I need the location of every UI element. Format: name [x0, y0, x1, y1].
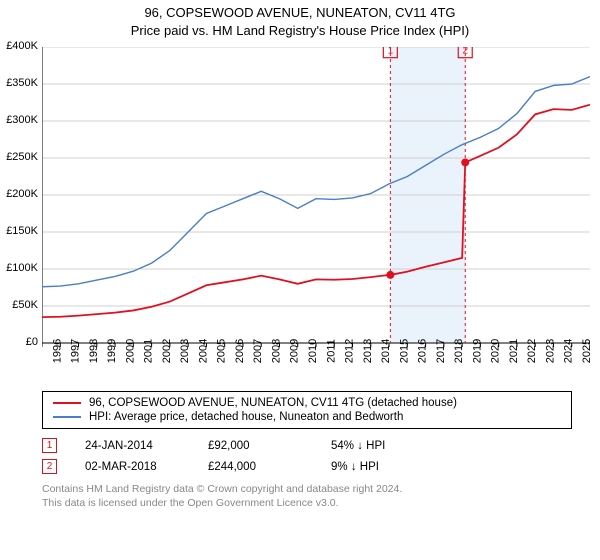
x-tick-label: 2003 [179, 339, 191, 363]
x-tick-label: 2000 [124, 339, 136, 363]
series-property [42, 105, 590, 317]
x-tick-label: 2009 [289, 339, 301, 363]
annotation-price: £92,000 [208, 440, 303, 452]
y-tick-label: £300K [6, 114, 38, 126]
x-tick-label: 2015 [398, 339, 410, 363]
transaction-annotations: 1 24-JAN-2014 £92,000 54% ↓ HPI 2 02-MAR-2018… [42, 435, 572, 477]
annotation-date: 02-MAR-2018 [85, 461, 180, 473]
chart-svg: 1995 1996 1997 1998 1999 2000 2001 2002 2003 2004… [42, 47, 590, 377]
x-tick-label: 2020 [490, 339, 502, 363]
y-tick-label: £200K [6, 188, 38, 200]
transaction-marker-num: 1 [388, 47, 394, 57]
x-tick-label: 2001 [143, 339, 155, 363]
x-tick-label: 2010 [307, 339, 319, 363]
x-tick-label: 2021 [508, 339, 520, 363]
legend-swatch [53, 416, 81, 418]
footer-line-1: Contains HM Land Registry data © Crown c… [42, 483, 572, 497]
annotation-row: 1 24-JAN-2014 £92,000 54% ↓ HPI [42, 435, 572, 456]
y-tick-label: £100K [6, 262, 38, 274]
x-tick-label: 1995 [42, 339, 45, 363]
x-tick-label: 2008 [270, 339, 282, 363]
x-tick-label: 2006 [234, 339, 246, 363]
x-tick-label: 2025 [581, 339, 590, 363]
annotation-row: 2 02-MAR-2018 £244,000 9% ↓ HPI [42, 456, 572, 477]
transaction-dot [386, 271, 394, 279]
x-tick-label: 2017 [435, 339, 447, 363]
x-tick-label: 1999 [106, 339, 118, 363]
x-tick-label: 2002 [161, 339, 173, 363]
title-subtitle: Price paid vs. HM Land Registry's House … [0, 22, 600, 40]
legend-label: HPI: Average price, detached house, Nune… [89, 411, 403, 423]
legend: 96, COPSEWOOD AVENUE, NUNEATON, CV11 4TG… [42, 391, 572, 429]
attribution-footer: Contains HM Land Registry data © Crown c… [42, 483, 572, 510]
x-tick-label: 2011 [325, 339, 337, 363]
legend-row: HPI: Average price, detached house, Nune… [53, 410, 561, 424]
x-tick-label: 2004 [197, 339, 209, 363]
x-tick-label: 1998 [88, 339, 100, 363]
x-tick-label: 2016 [417, 339, 429, 363]
annotation-pct: 9% ↓ HPI [331, 461, 426, 473]
transaction-marker-num: 2 [462, 47, 468, 57]
legend-swatch [53, 402, 81, 404]
annotation-price: £244,000 [208, 461, 303, 473]
series-hpi [42, 77, 590, 287]
annotation-date: 24-JAN-2014 [85, 440, 180, 452]
x-tick-label: 2022 [526, 339, 538, 363]
y-tick-label: £0 [26, 336, 38, 348]
x-tick-label: 2012 [344, 339, 356, 363]
y-tick-label: £150K [6, 225, 38, 237]
x-tick-label: 2019 [471, 339, 483, 363]
legend-label: 96, COPSEWOOD AVENUE, NUNEATON, CV11 4TG… [89, 397, 457, 409]
annotation-marker: 1 [42, 438, 57, 453]
x-tick-label: 2023 [544, 339, 556, 363]
x-tick-label: 2013 [362, 339, 374, 363]
x-tick-label: 1996 [51, 339, 63, 363]
y-tick-label: £350K [6, 77, 38, 89]
x-tick-label: 2007 [252, 339, 264, 363]
chart-title-block: 96, COPSEWOOD AVENUE, NUNEATON, CV11 4TG… [0, 0, 600, 39]
title-address: 96, COPSEWOOD AVENUE, NUNEATON, CV11 4TG [0, 4, 600, 22]
annotation-marker: 2 [42, 459, 57, 474]
y-tick-label: £400K [6, 40, 38, 52]
y-tick-label: £250K [6, 151, 38, 163]
chart-area: 1995 1996 1997 1998 1999 2000 2001 2002 2003 2004… [42, 47, 590, 377]
legend-row: 96, COPSEWOOD AVENUE, NUNEATON, CV11 4TG… [53, 396, 561, 410]
transaction-dot [461, 159, 469, 167]
x-tick-label: 2005 [216, 339, 228, 363]
annotation-pct: 54% ↓ HPI [331, 440, 426, 452]
y-tick-label: £50K [12, 299, 38, 311]
footer-line-2: This data is licensed under the Open Gov… [42, 497, 572, 511]
x-tick-label: 1997 [70, 339, 82, 363]
x-tick-label: 2018 [453, 339, 465, 363]
x-tick-label: 2024 [563, 339, 575, 363]
